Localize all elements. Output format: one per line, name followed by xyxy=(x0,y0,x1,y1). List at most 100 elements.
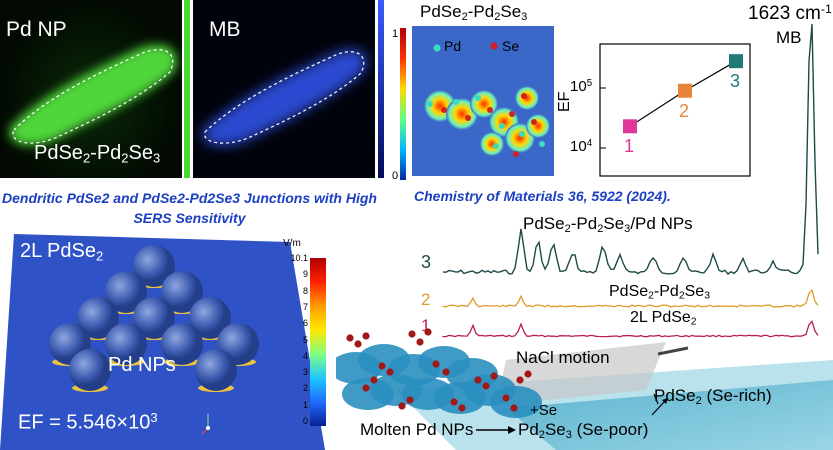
se-atom-5 xyxy=(416,338,424,346)
sim-title: PdSe2-Pd2Se3 xyxy=(420,2,528,23)
trace-1-number: 1 xyxy=(421,316,431,335)
mb-flake xyxy=(202,49,367,146)
se-atom-6 xyxy=(424,328,432,336)
field-tick-2: 8 xyxy=(302,285,308,296)
molten-np-10 xyxy=(342,378,394,410)
trace-3-number: 3 xyxy=(421,252,432,272)
se-rich-label: PdSe2 (Se-rich) xyxy=(654,386,772,407)
se-atom-1 xyxy=(346,334,354,342)
mb-panel: MB xyxy=(193,0,375,178)
spectrum-trace-1 xyxy=(442,320,819,338)
field-tick-4: 6 xyxy=(302,318,308,329)
peak-label: 1623 cm-1 xyxy=(748,2,832,25)
field-unit: V/m xyxy=(283,238,301,249)
field-scale-ticks: 10.1 9 8 7 6 5 4 3 2 1 0 xyxy=(284,253,310,428)
trace-1-label: 2L PdSe2 xyxy=(630,309,697,328)
field-tick-10: 0 xyxy=(302,416,308,426)
field-tick-7: 3 xyxy=(302,367,308,378)
field-map-panel: 2L PdSe2 Pd NPs EF = 5.546×103 xyxy=(0,228,325,450)
se-poor-label: Pd2Se3 (Se-poor) xyxy=(518,420,649,441)
se-atom-20 xyxy=(362,384,370,392)
ef-point-label-2: 2 xyxy=(679,100,690,121)
field-tick-6: 4 xyxy=(302,350,308,361)
field-tick-8: 2 xyxy=(302,383,308,394)
se-atom-23 xyxy=(524,370,532,378)
pd-np-title: Pd NP xyxy=(6,18,67,41)
pd-np-sphere-9 xyxy=(161,323,203,365)
se-atom-11 xyxy=(474,376,482,384)
se-atom-8 xyxy=(386,368,394,376)
field-tick-1: 9 xyxy=(302,269,308,280)
molten-label: Molten Pd NPs xyxy=(360,420,474,439)
se-atom-14 xyxy=(450,398,458,406)
caption-left: Dendritic PdSe2 and PdSe2-Pd2Se3 Junctio… xyxy=(2,190,377,226)
trace-3-label: PdSe2-Pd2Se3/Pd NPs xyxy=(523,214,693,235)
se-atom-9 xyxy=(432,360,440,368)
pd-np-sphere-8 xyxy=(105,323,147,365)
se-atom-7 xyxy=(378,362,386,370)
growth-schematic: NaCl motion +Se Molten Pd NPs Pd2Se3 (Se… xyxy=(336,320,833,450)
atom-lattice xyxy=(424,42,550,157)
pd-np-panel: Pd NP PdSe2-Pd2Se3 xyxy=(0,0,182,178)
se-atom-12 xyxy=(482,382,490,390)
legend-se: Se xyxy=(502,38,520,54)
se-atom-15 xyxy=(458,404,466,412)
caption-right: Chemistry of Materials 36, 5922 (2024). xyxy=(414,188,671,204)
molten-np-11 xyxy=(490,386,542,418)
raman-spectra xyxy=(442,24,819,338)
spectrum-trace-2 xyxy=(442,288,819,308)
field-tick-0: 10.1 xyxy=(290,253,308,263)
ef-tick-label-low: 104 xyxy=(570,138,593,155)
se-atom-18 xyxy=(398,402,406,410)
field-tick-3: 7 xyxy=(302,301,308,312)
trace-2-label: PdSe2-Pd2Se3 xyxy=(609,283,710,302)
ef-point-2 xyxy=(678,83,692,98)
sim-scale-min: 0 xyxy=(392,170,399,182)
se-atom-4 xyxy=(408,330,416,338)
trace-2-number: 2 xyxy=(421,290,431,309)
se-atom-19 xyxy=(406,396,414,404)
np-label: Pd NPs xyxy=(108,354,176,376)
pd-np-flake xyxy=(9,44,177,146)
se-atom-21 xyxy=(370,376,378,384)
ef-tick-label-high: 105 xyxy=(570,78,593,95)
pd-np-sphere-1 xyxy=(133,245,175,287)
ef-point-1 xyxy=(623,119,637,134)
pd-np-sphere-5 xyxy=(133,297,175,339)
sim-scale-max: 1 xyxy=(392,28,399,40)
peak-molecule: MB xyxy=(776,28,802,47)
growth-scene xyxy=(336,328,833,450)
field-map xyxy=(0,234,325,450)
pd-np-sphere-3 xyxy=(161,271,203,313)
field-scale-bar xyxy=(310,258,326,426)
se-atom-10 xyxy=(442,368,450,376)
ef-point-label-3: 3 xyxy=(730,71,741,92)
se-atom-13 xyxy=(490,372,498,380)
sim-scale-bar xyxy=(400,28,406,180)
pd-np-sphere-11 xyxy=(69,349,111,391)
pd-np-sphere-2 xyxy=(105,271,147,313)
se-atom-2 xyxy=(354,340,362,348)
ef-value: EF = 5.546×103 xyxy=(18,410,158,434)
green-scale-bar xyxy=(184,0,190,178)
se-atom-16 xyxy=(502,394,510,402)
pd-np-sphere-6 xyxy=(189,297,231,339)
field-tick-9: 1 xyxy=(302,399,308,410)
se-atom-3 xyxy=(362,332,370,340)
mb-title: MB xyxy=(209,18,241,41)
pd-np-sphere-12 xyxy=(195,349,237,391)
se-atom-17 xyxy=(510,404,518,412)
se-label: +Se xyxy=(530,402,558,419)
pd-np-junction-label: PdSe2-Pd2Se3 xyxy=(34,142,161,166)
field-tick-5: 5 xyxy=(302,334,308,345)
legend-pd: Pd xyxy=(444,38,462,54)
ef-point-3 xyxy=(729,54,743,69)
ef-plot-frame xyxy=(599,43,751,177)
se-atom-22 xyxy=(516,376,524,384)
spectrum-trace-3 xyxy=(442,24,819,275)
layer-label: 2L PdSe2 xyxy=(20,240,104,264)
nacl-label: NaCl motion xyxy=(516,348,610,367)
ef-point-label-1: 1 xyxy=(624,136,635,157)
sim-colormap: Pd Se xyxy=(412,26,554,176)
ef-point-labels: 1 2 3 xyxy=(560,36,760,186)
